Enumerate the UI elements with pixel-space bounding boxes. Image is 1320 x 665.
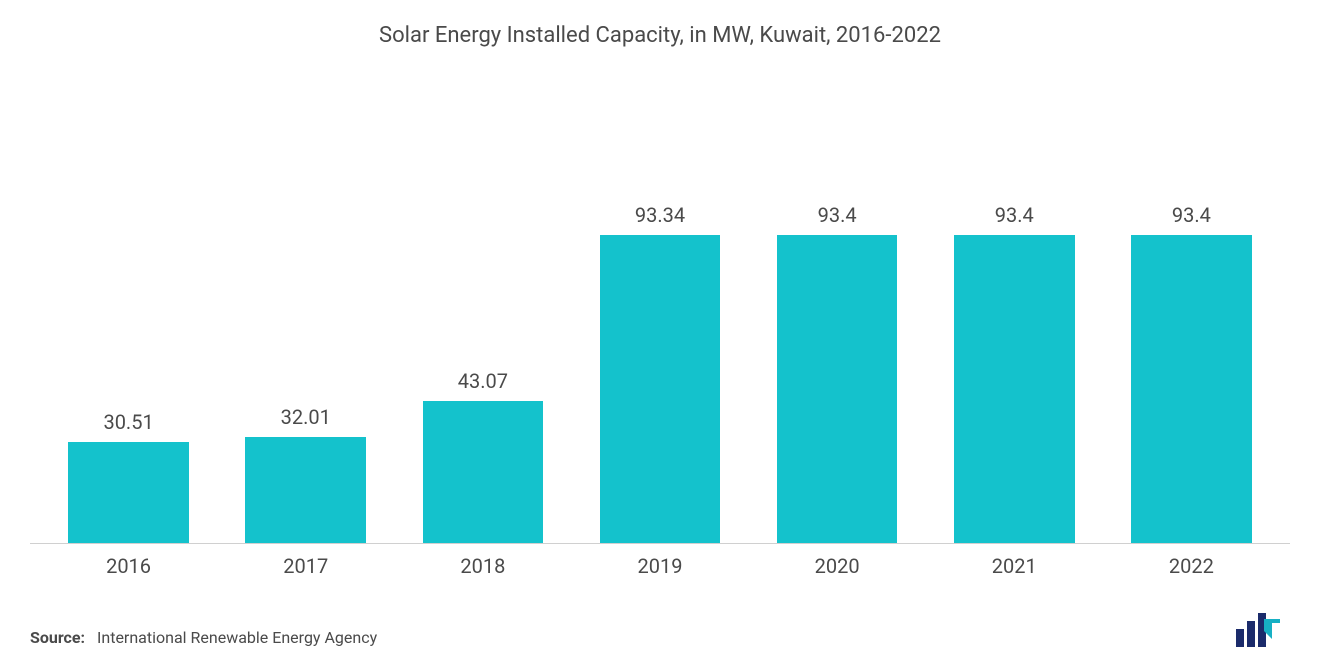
- x-axis-label: 2022: [1103, 554, 1280, 585]
- bar-value-label: 93.4: [1172, 203, 1211, 227]
- bar: [68, 442, 188, 543]
- x-axis-label: 2018: [394, 554, 571, 585]
- bar-value-label: 30.51: [103, 410, 153, 434]
- bar-value-label: 93.34: [635, 203, 685, 227]
- bar: [600, 235, 720, 543]
- source-text: International Renewable Energy Agency: [97, 628, 377, 647]
- bar-value-label: 93.4: [818, 203, 857, 227]
- chart-footer: Source: International Renewable Energy A…: [30, 613, 1290, 647]
- bar: [1131, 235, 1251, 543]
- bar-slot: 93.34: [571, 108, 748, 543]
- bar-slot: 30.51: [40, 108, 217, 543]
- x-axis-label: 2017: [217, 554, 394, 585]
- chart-title: Solar Energy Installed Capacity, in MW, …: [30, 23, 1290, 48]
- x-axis: 2016201720182019202020212022: [30, 543, 1290, 585]
- bar-value-label: 43.07: [458, 369, 508, 393]
- plot-area: 30.51 32.01 43.07 93.34 93.4 93.4 93.4: [30, 108, 1290, 543]
- bar-value-label: 93.4: [995, 203, 1034, 227]
- bar-value-label: 32.01: [281, 405, 331, 429]
- bar-slot: 93.4: [926, 108, 1103, 543]
- bar: [423, 401, 543, 543]
- bar-slot: 32.01: [217, 108, 394, 543]
- x-axis-label: 2016: [40, 554, 217, 585]
- bar: [777, 235, 897, 543]
- publisher-logo-icon: [1234, 613, 1282, 647]
- bar: [245, 437, 365, 543]
- bar-slot: 93.4: [749, 108, 926, 543]
- source-label: Source:: [30, 628, 85, 647]
- x-axis-label: 2019: [571, 554, 748, 585]
- x-axis-label: 2021: [926, 554, 1103, 585]
- bar: [954, 235, 1074, 543]
- source-attribution: Source: International Renewable Energy A…: [30, 628, 377, 647]
- bar-slot: 93.4: [1103, 108, 1280, 543]
- chart-container: Solar Energy Installed Capacity, in MW, …: [0, 0, 1320, 665]
- bar-slot: 43.07: [394, 108, 571, 543]
- x-axis-label: 2020: [749, 554, 926, 585]
